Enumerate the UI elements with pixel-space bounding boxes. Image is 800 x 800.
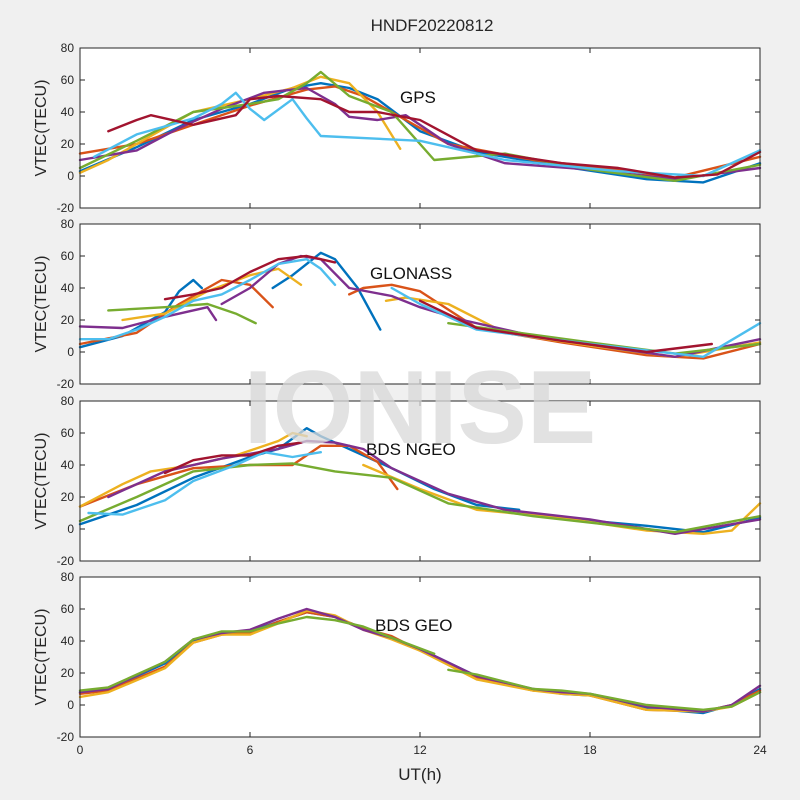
y-tick-label: 80 [61,570,75,584]
y-tick-label: 0 [67,522,74,536]
y-tick-label: 0 [67,345,74,359]
y-tick-label: -20 [57,554,75,568]
x-tick-label: 24 [753,743,767,757]
series-line-8 [163,441,303,475]
y-tick-label: -20 [57,377,75,391]
series-line-6 [78,462,762,534]
series-line-9 [447,322,762,355]
series-line-5 [93,91,762,178]
panel-label: GLONASS [370,264,452,283]
series-line-5 [447,668,762,711]
series-line-3 [78,86,762,181]
x-axis-label: UT(h) [398,765,441,784]
y-tick-label: 60 [61,426,75,440]
watermark: IONISE [244,350,597,466]
y-tick-label: 20 [61,490,75,504]
plot-area [80,577,760,737]
y-tick-label: 60 [61,249,75,263]
y-tick-label: 20 [61,666,75,680]
x-tick-label: 6 [247,743,254,757]
y-tick-label: 60 [61,602,75,616]
series-line-2 [78,444,399,508]
y-tick-label: 80 [61,394,75,408]
series-line-4 [78,615,436,692]
y-tick-label: -20 [57,201,75,215]
y-tick-label: 80 [61,41,75,55]
series-line-13 [418,299,713,354]
y-tick-label: 40 [61,281,75,295]
y-tick-label: 0 [67,698,74,712]
series-line-7 [87,451,322,516]
y-tick-label: 40 [61,634,75,648]
panel-0: -20 0 20 40 60 80 VTEC(TECU) GPS [33,41,762,215]
x-tick-label: 18 [583,743,597,757]
y-tick-label: 0 [67,169,74,183]
y-tick-label: 40 [61,458,75,472]
panel-label: GPS [400,88,436,107]
y-tick-label: -20 [57,730,75,744]
y-tick-label: 40 [61,105,75,119]
y-tick-label: 20 [61,137,75,151]
y-tick-label: 60 [61,73,75,87]
panel-1: -20 0 20 40 60 80 VTEC(TECU) GLONASS [33,217,762,391]
y-axis-label: VTEC(TECU) [33,433,50,530]
y-axis-label: VTEC(TECU) [33,80,50,177]
y-axis-label: VTEC(TECU) [33,609,50,706]
series-line-5 [107,439,762,535]
panel-2: -20 0 20 40 60 80 VTEC(TECU) BDS NGEO [33,394,762,568]
y-axis-label: VTEC(TECU) [33,256,50,353]
panel-label: BDS GEO [375,616,452,635]
series-line-6 [107,94,762,179]
y-tick-label: 80 [61,217,75,231]
x-tick-label: 0 [77,743,84,757]
series-line-10 [78,258,337,341]
panel-label: BDS NGEO [366,440,456,459]
series-line-2 [78,75,402,174]
series-line-8 [107,302,257,325]
chart-title: HNDF20220812 [371,16,494,35]
y-tick-label: 20 [61,313,75,327]
x-tick-label: 12 [413,743,427,757]
series-line-12 [163,254,337,301]
